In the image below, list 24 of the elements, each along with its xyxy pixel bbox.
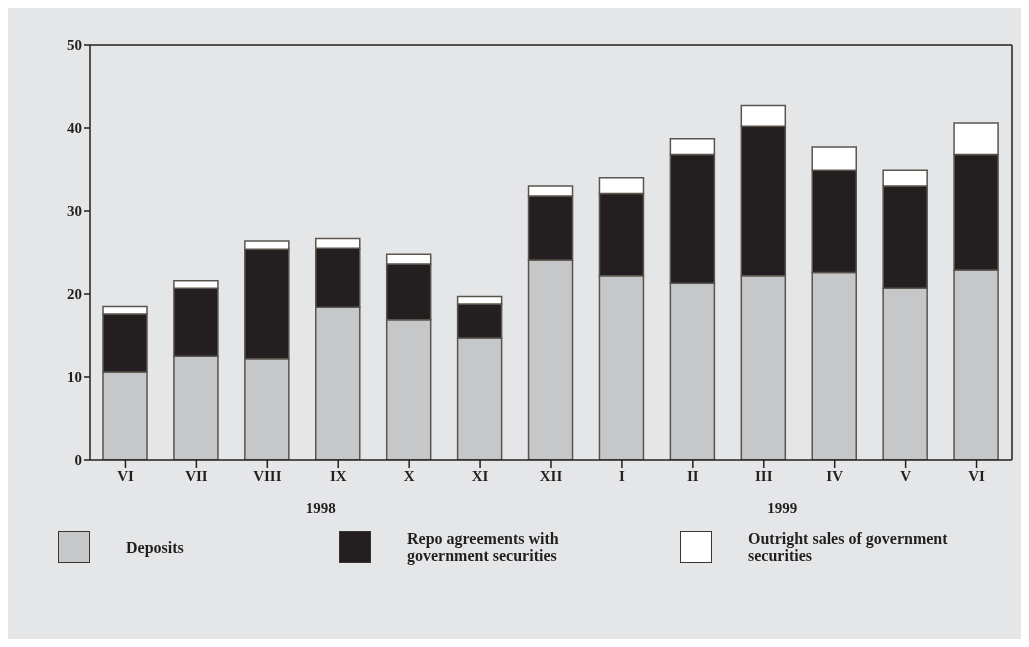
legend-label: Deposits [126,538,185,556]
x-tick-label: VI [968,467,986,484]
y-tick-label: 10 [67,369,82,386]
legend-label: Repo agreements with government securities [407,530,560,564]
text: 1999 [767,500,798,518]
x-tick-label: VI [117,467,134,484]
x-tick-label: IV [826,467,844,484]
legend-label: Outright sales of government securities [748,530,948,564]
y-tick-label: 40 [67,120,82,137]
y-tick-label: 30 [67,203,82,220]
x-tick-label: XI [471,467,489,484]
y-tick-label: 0 [74,452,82,469]
x-tick-label: VII [185,467,208,484]
x-tick-label: II [687,467,699,484]
x-tick-label: XII [539,467,563,484]
x-tick-label: VIII [253,467,282,484]
y-tick-label: 20 [67,286,82,303]
y-tick-label: 50 [67,37,82,54]
x-tick-label: I [619,467,625,484]
x-tick-label: X [403,467,415,484]
x-tick-label: IX [329,467,347,484]
x-tick-label: III [755,467,773,484]
x-tick-label: V [900,467,912,484]
text: 1998 [305,500,336,518]
